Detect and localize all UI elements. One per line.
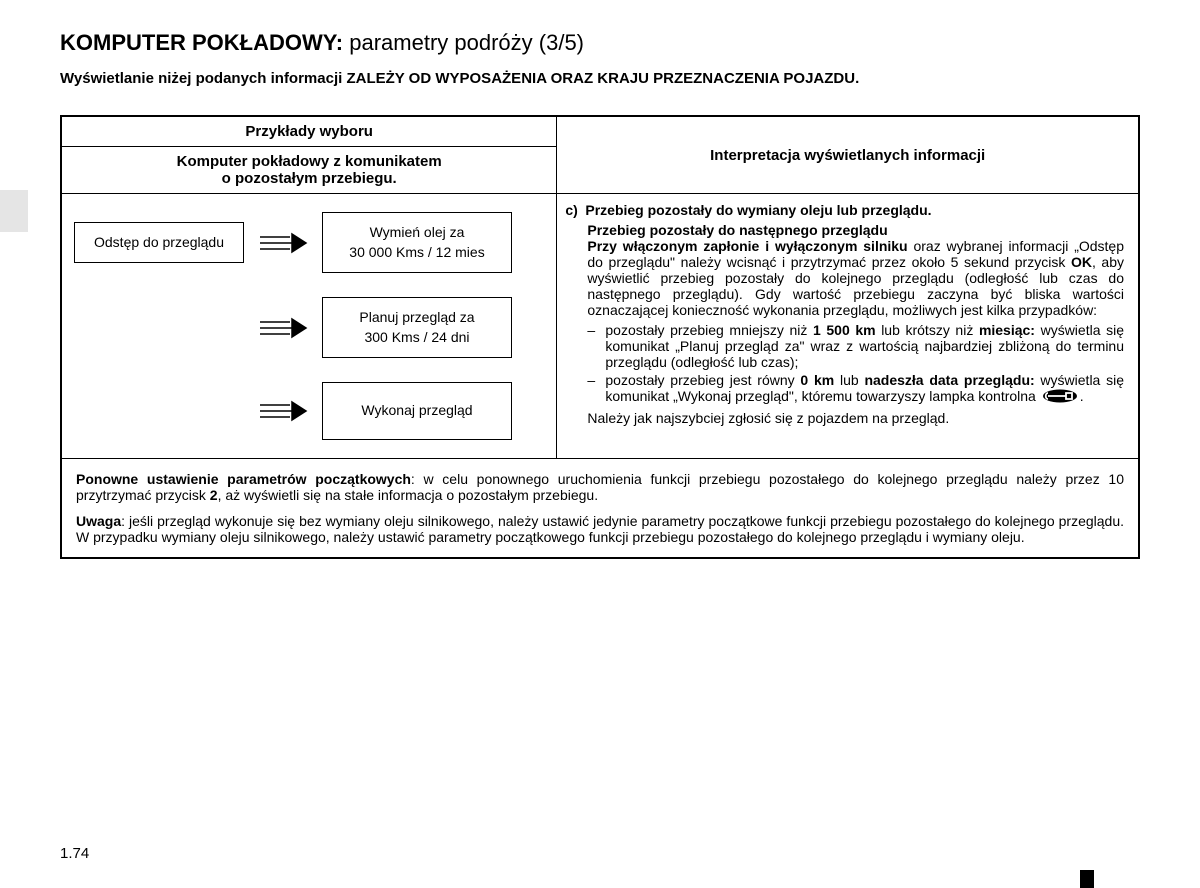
arrow-icon [258, 400, 308, 422]
wrench-icon [1042, 389, 1078, 406]
footer-note: Uwaga: jeśli przegląd wykonuje się bez w… [76, 513, 1124, 545]
title-rest: parametry podróży (3/5) [343, 30, 584, 55]
display-row-2: Planuj przegląd za 300 Kms / 24 dni [74, 297, 544, 358]
box-right-2: Planuj przegląd za 300 Kms / 24 dni [322, 297, 512, 358]
page-title: KOMPUTER POKŁADOWY: parametry podróży (3… [60, 30, 1140, 56]
header-examples: Przykłady wyboru [61, 116, 557, 147]
item-c-title: Przebieg pozostały do wymiany oleju lub … [585, 202, 931, 218]
crop-mark [1080, 870, 1094, 888]
title-bold: KOMPUTER POKŁADOWY: [60, 30, 343, 55]
arrow-icon [258, 317, 308, 339]
footer-reset: Ponowne ustawienie parametrów początkowy… [76, 471, 1124, 503]
bullet-1: – pozostały przebieg mniejszy niż 1 500 … [587, 322, 1124, 370]
examples-cell: Odstęp do przeglądu Wymień olej za 30 00… [61, 194, 557, 459]
box-right-1: Wymień olej za 30 000 Kms / 12 mies [322, 212, 512, 273]
main-table: Przykłady wyboru Interpretacja wyświetla… [60, 115, 1140, 559]
box-right-3: Wykonaj przegląd [322, 382, 512, 440]
footer-cell: Ponowne ustawienie parametrów początkowy… [61, 458, 1139, 558]
item-c-label: c) [565, 202, 585, 218]
bullet-list: – pozostały przebieg mniejszy niż 1 500 … [587, 322, 1124, 406]
side-tab [0, 190, 28, 232]
page-content: KOMPUTER POKŁADOWY: parametry podróży (3… [0, 0, 1200, 579]
page-subtitle: Wyświetlanie niżej podanych informacji Z… [60, 70, 1140, 87]
arrow-icon [258, 232, 308, 254]
interp-paragraph-1: Przy włączonym zapłonie i wyłączonym sil… [587, 238, 1124, 318]
interp-heading: Przebieg pozostały do następnego przeglą… [587, 222, 1124, 238]
page-number: 1.74 [60, 845, 89, 862]
display-row-1: Odstęp do przeglądu Wymień olej za 30 00… [74, 212, 544, 273]
header-sub: Komputer pokładowy z komunikatem o pozos… [61, 147, 557, 194]
interp-paragraph-2: Należy jak najszybciej zgłosić się z poj… [587, 410, 1124, 426]
header-interpretation: Interpretacja wyświetlanych informacji [557, 116, 1139, 194]
box-left-1: Odstęp do przeglądu [74, 222, 244, 264]
bullet-2: – pozostały przebieg jest równy 0 km lub… [587, 372, 1124, 406]
display-row-3: Wykonaj przegląd [74, 382, 544, 440]
interpretation-cell: c) Przebieg pozostały do wymiany oleju l… [557, 194, 1139, 459]
